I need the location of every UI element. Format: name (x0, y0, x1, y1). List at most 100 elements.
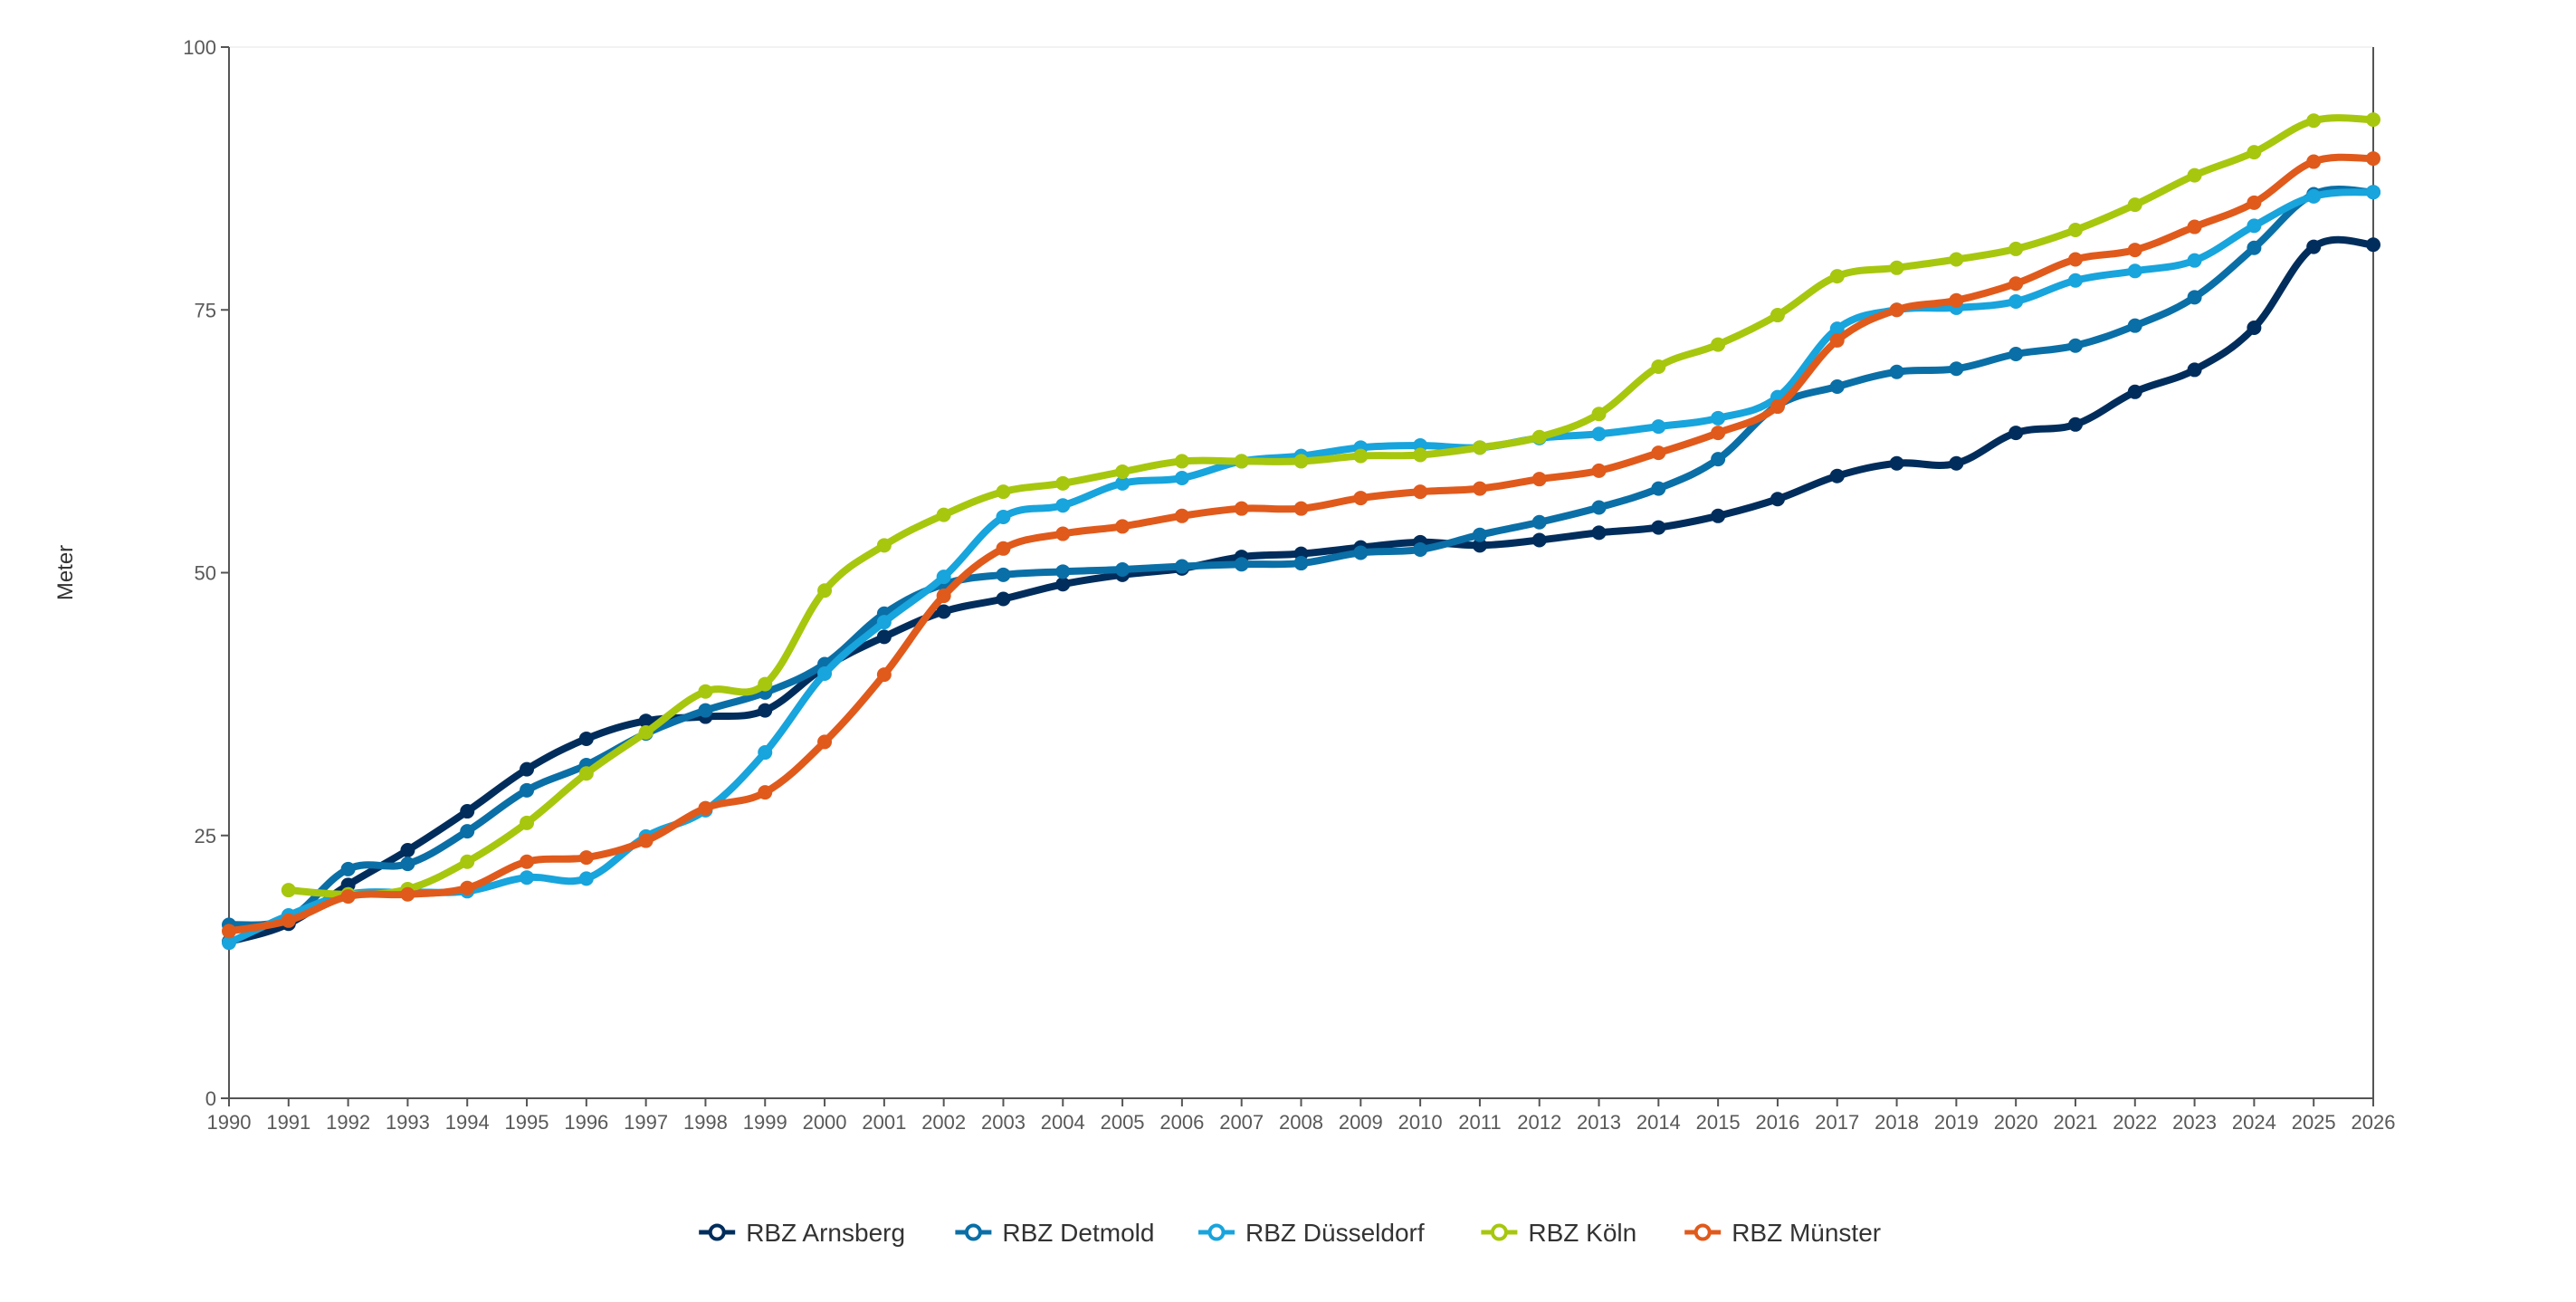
x-tick-label: 2016 (1755, 1111, 1799, 1134)
x-tick-label: 2003 (981, 1111, 1026, 1134)
legend-item: RBZ Münster (1684, 1219, 1881, 1247)
data-point (2067, 338, 2083, 353)
data-point (996, 509, 1011, 524)
series-layer (222, 112, 2380, 951)
data-point (876, 538, 892, 553)
data-point (2366, 185, 2380, 200)
data-point (2306, 188, 2322, 204)
data-point (876, 667, 892, 683)
data-point (1591, 463, 1607, 478)
x-tick-label: 2020 (1994, 1111, 2038, 1134)
data-point (578, 731, 594, 746)
data-point (1711, 508, 1726, 523)
data-point (2067, 416, 2083, 432)
data-point (1889, 455, 1904, 471)
data-point (2008, 426, 2024, 441)
data-point (1829, 468, 1845, 483)
data-point (1531, 429, 1547, 445)
data-point (2187, 362, 2202, 378)
data-point (2187, 253, 2202, 268)
data-point (1770, 399, 1785, 415)
data-point (1829, 269, 1845, 284)
data-point (2008, 276, 2024, 292)
data-point (1174, 454, 1189, 469)
data-point (1115, 464, 1131, 480)
data-point (758, 745, 773, 761)
data-point (2247, 145, 2262, 160)
data-point (1055, 564, 1071, 579)
data-point (2247, 320, 2262, 335)
data-point (698, 703, 713, 718)
data-point (1949, 455, 1964, 471)
data-point (1651, 520, 1666, 535)
data-point (400, 886, 415, 902)
data-point (758, 785, 773, 800)
series-line (225, 153, 2377, 935)
data-point (340, 889, 356, 905)
data-point (1531, 514, 1547, 530)
data-point (1293, 556, 1309, 571)
data-point (2127, 243, 2142, 258)
data-point (2187, 168, 2202, 183)
data-point (1174, 559, 1189, 574)
x-tick-label: 2007 (1219, 1111, 1264, 1134)
data-point (758, 676, 773, 692)
data-point (1234, 454, 1249, 469)
data-point (1711, 452, 1726, 467)
x-tick-label: 2006 (1159, 1111, 1204, 1134)
x-tick-label: 2025 (2292, 1111, 2336, 1134)
data-point (2306, 239, 2322, 254)
data-point (1055, 475, 1071, 491)
x-tick-label: 1990 (207, 1111, 252, 1134)
y-tick-label: 0 (205, 1087, 216, 1110)
data-point (638, 833, 654, 848)
legend-label: RBZ Detmold (1002, 1219, 1154, 1247)
data-point (1174, 471, 1189, 486)
x-tick-label: 2010 (1398, 1111, 1443, 1134)
x-tick-label: 2019 (1934, 1111, 1979, 1134)
data-point (1591, 426, 1607, 442)
data-point (2366, 112, 2380, 128)
legend-label: RBZ Düsseldorf (1245, 1219, 1425, 1247)
data-point (2067, 223, 2083, 238)
data-point (1055, 526, 1071, 541)
data-point (698, 684, 713, 699)
data-point (1770, 492, 1785, 507)
x-tick-label: 2011 (1458, 1111, 1501, 1134)
data-point (936, 570, 951, 585)
data-point (400, 843, 415, 858)
data-point (520, 815, 535, 830)
x-tick-label: 2001 (862, 1111, 906, 1134)
data-point (1353, 491, 1369, 506)
data-point (2247, 218, 2262, 234)
data-point (1174, 508, 1189, 523)
x-tick-label: 2000 (803, 1111, 847, 1134)
data-point (817, 734, 833, 750)
data-point (2008, 347, 2024, 362)
data-point (758, 703, 773, 718)
data-point (2306, 154, 2322, 169)
x-tick-label: 2026 (2352, 1111, 2396, 1134)
data-point (817, 665, 833, 681)
data-point (698, 800, 713, 816)
x-tick-label: 2021 (2053, 1111, 2097, 1134)
x-tick-label: 1991 (266, 1111, 310, 1134)
data-point (2127, 197, 2142, 213)
data-point (1770, 308, 1785, 323)
x-tick-label: 2004 (1041, 1111, 1085, 1134)
data-point (2247, 240, 2262, 255)
data-point (2008, 293, 2024, 309)
data-point (1353, 448, 1369, 464)
x-tick-label: 2024 (2232, 1111, 2276, 1134)
data-point (2366, 237, 2380, 253)
x-tick-label: 1994 (445, 1111, 490, 1134)
data-point (281, 913, 296, 928)
data-point (1829, 332, 1845, 348)
data-point (817, 583, 833, 598)
data-point (1889, 260, 1904, 275)
data-point (996, 541, 1011, 556)
data-point (1115, 562, 1131, 578)
data-point (1829, 379, 1845, 395)
data-point (1531, 472, 1547, 487)
